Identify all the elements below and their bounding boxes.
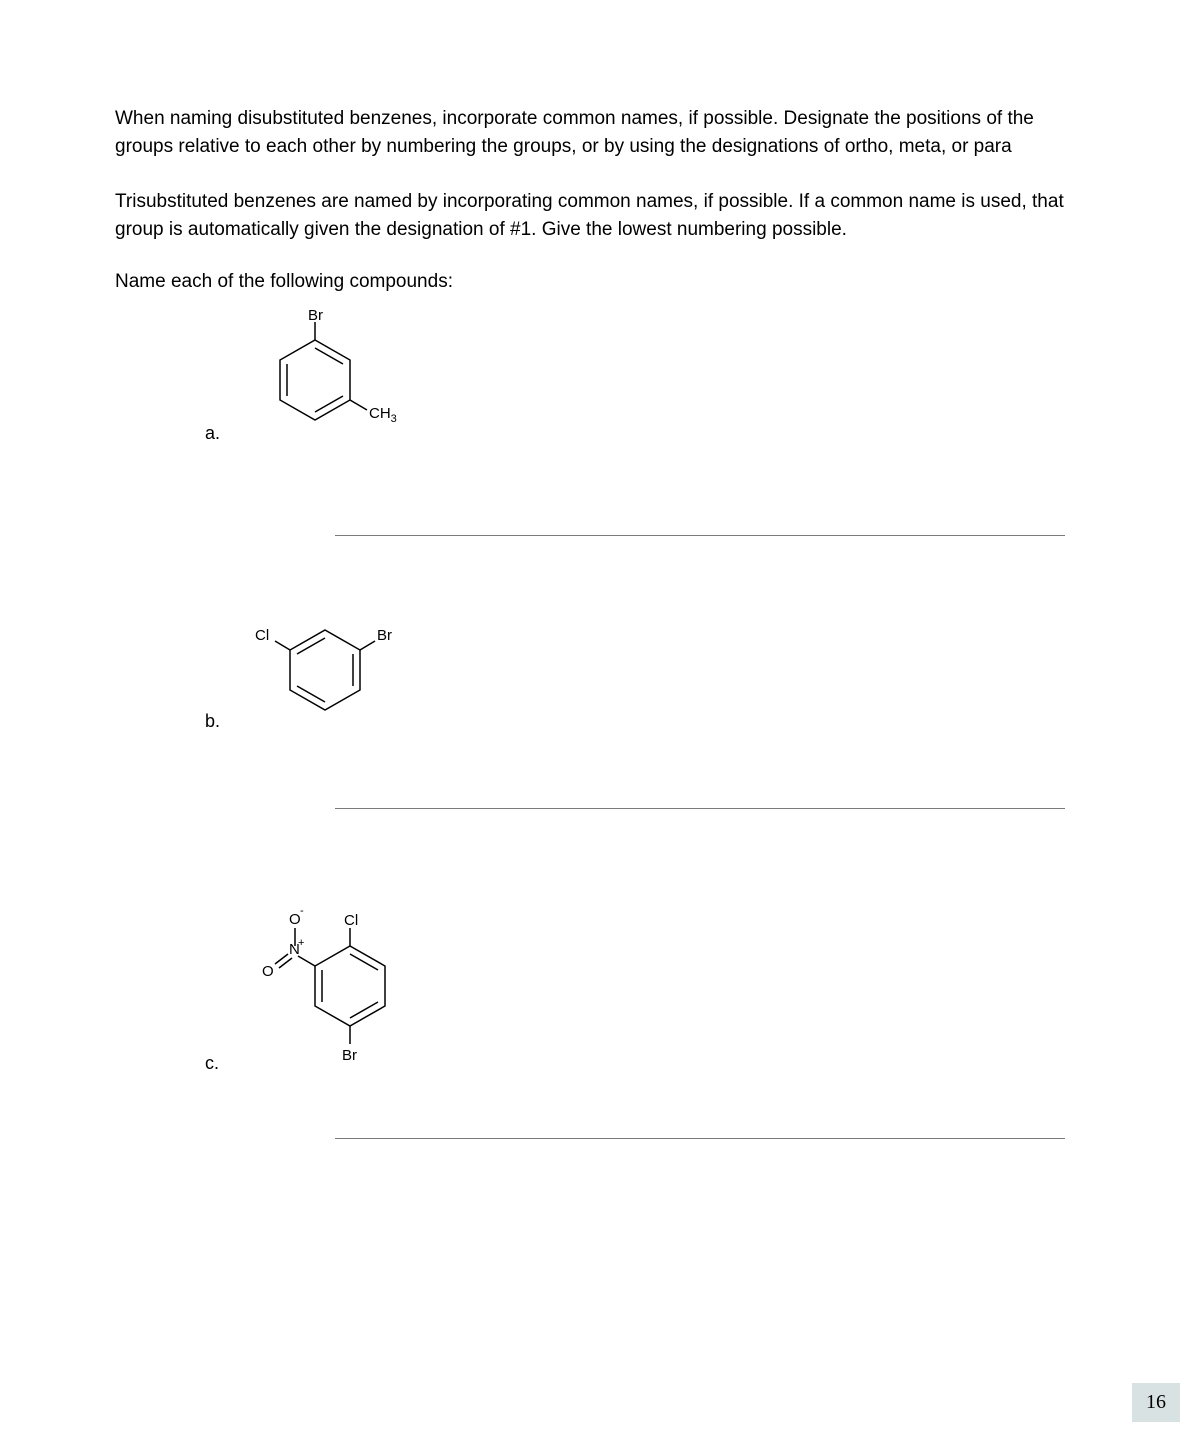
subst-cl-b: Cl — [255, 627, 269, 644]
paragraph-1: When naming disubstituted benzenes, inco… — [115, 105, 1095, 160]
structure-c: Cl Br N + O - O — [240, 898, 440, 1078]
no2-o1: O — [289, 911, 301, 928]
subst-ch3-a: CH3 — [369, 405, 397, 425]
prompt-text: Name each of the following compounds: — [115, 271, 1095, 293]
problem-b: b. Cl Br — [205, 613, 1095, 843]
subst-br-b: Br — [377, 627, 392, 644]
label-c: c. — [205, 1053, 219, 1074]
subst-br-c: Br — [342, 1047, 357, 1064]
subst-br-a: Br — [308, 308, 323, 324]
answer-line-a — [335, 535, 1065, 536]
no2-minus: - — [300, 905, 304, 917]
subst-cl-c: Cl — [344, 912, 358, 929]
structure-a: Br CH3 — [245, 308, 425, 458]
no2-plus: + — [298, 937, 304, 949]
answer-line-c — [335, 1138, 1065, 1139]
label-a: a. — [205, 423, 220, 444]
no2-o2: O — [262, 963, 274, 980]
answer-line-b — [335, 808, 1065, 809]
paragraph-2: Trisubstituted benzenes are named by inc… — [115, 188, 1095, 243]
problem-a: a. Br CH3 — [205, 323, 1095, 553]
label-b: b. — [205, 711, 220, 732]
structure-b: Cl Br — [235, 608, 435, 728]
problem-c: c. Cl Br N + O - O — [205, 903, 1095, 1163]
page-number: 16 — [1132, 1383, 1180, 1422]
